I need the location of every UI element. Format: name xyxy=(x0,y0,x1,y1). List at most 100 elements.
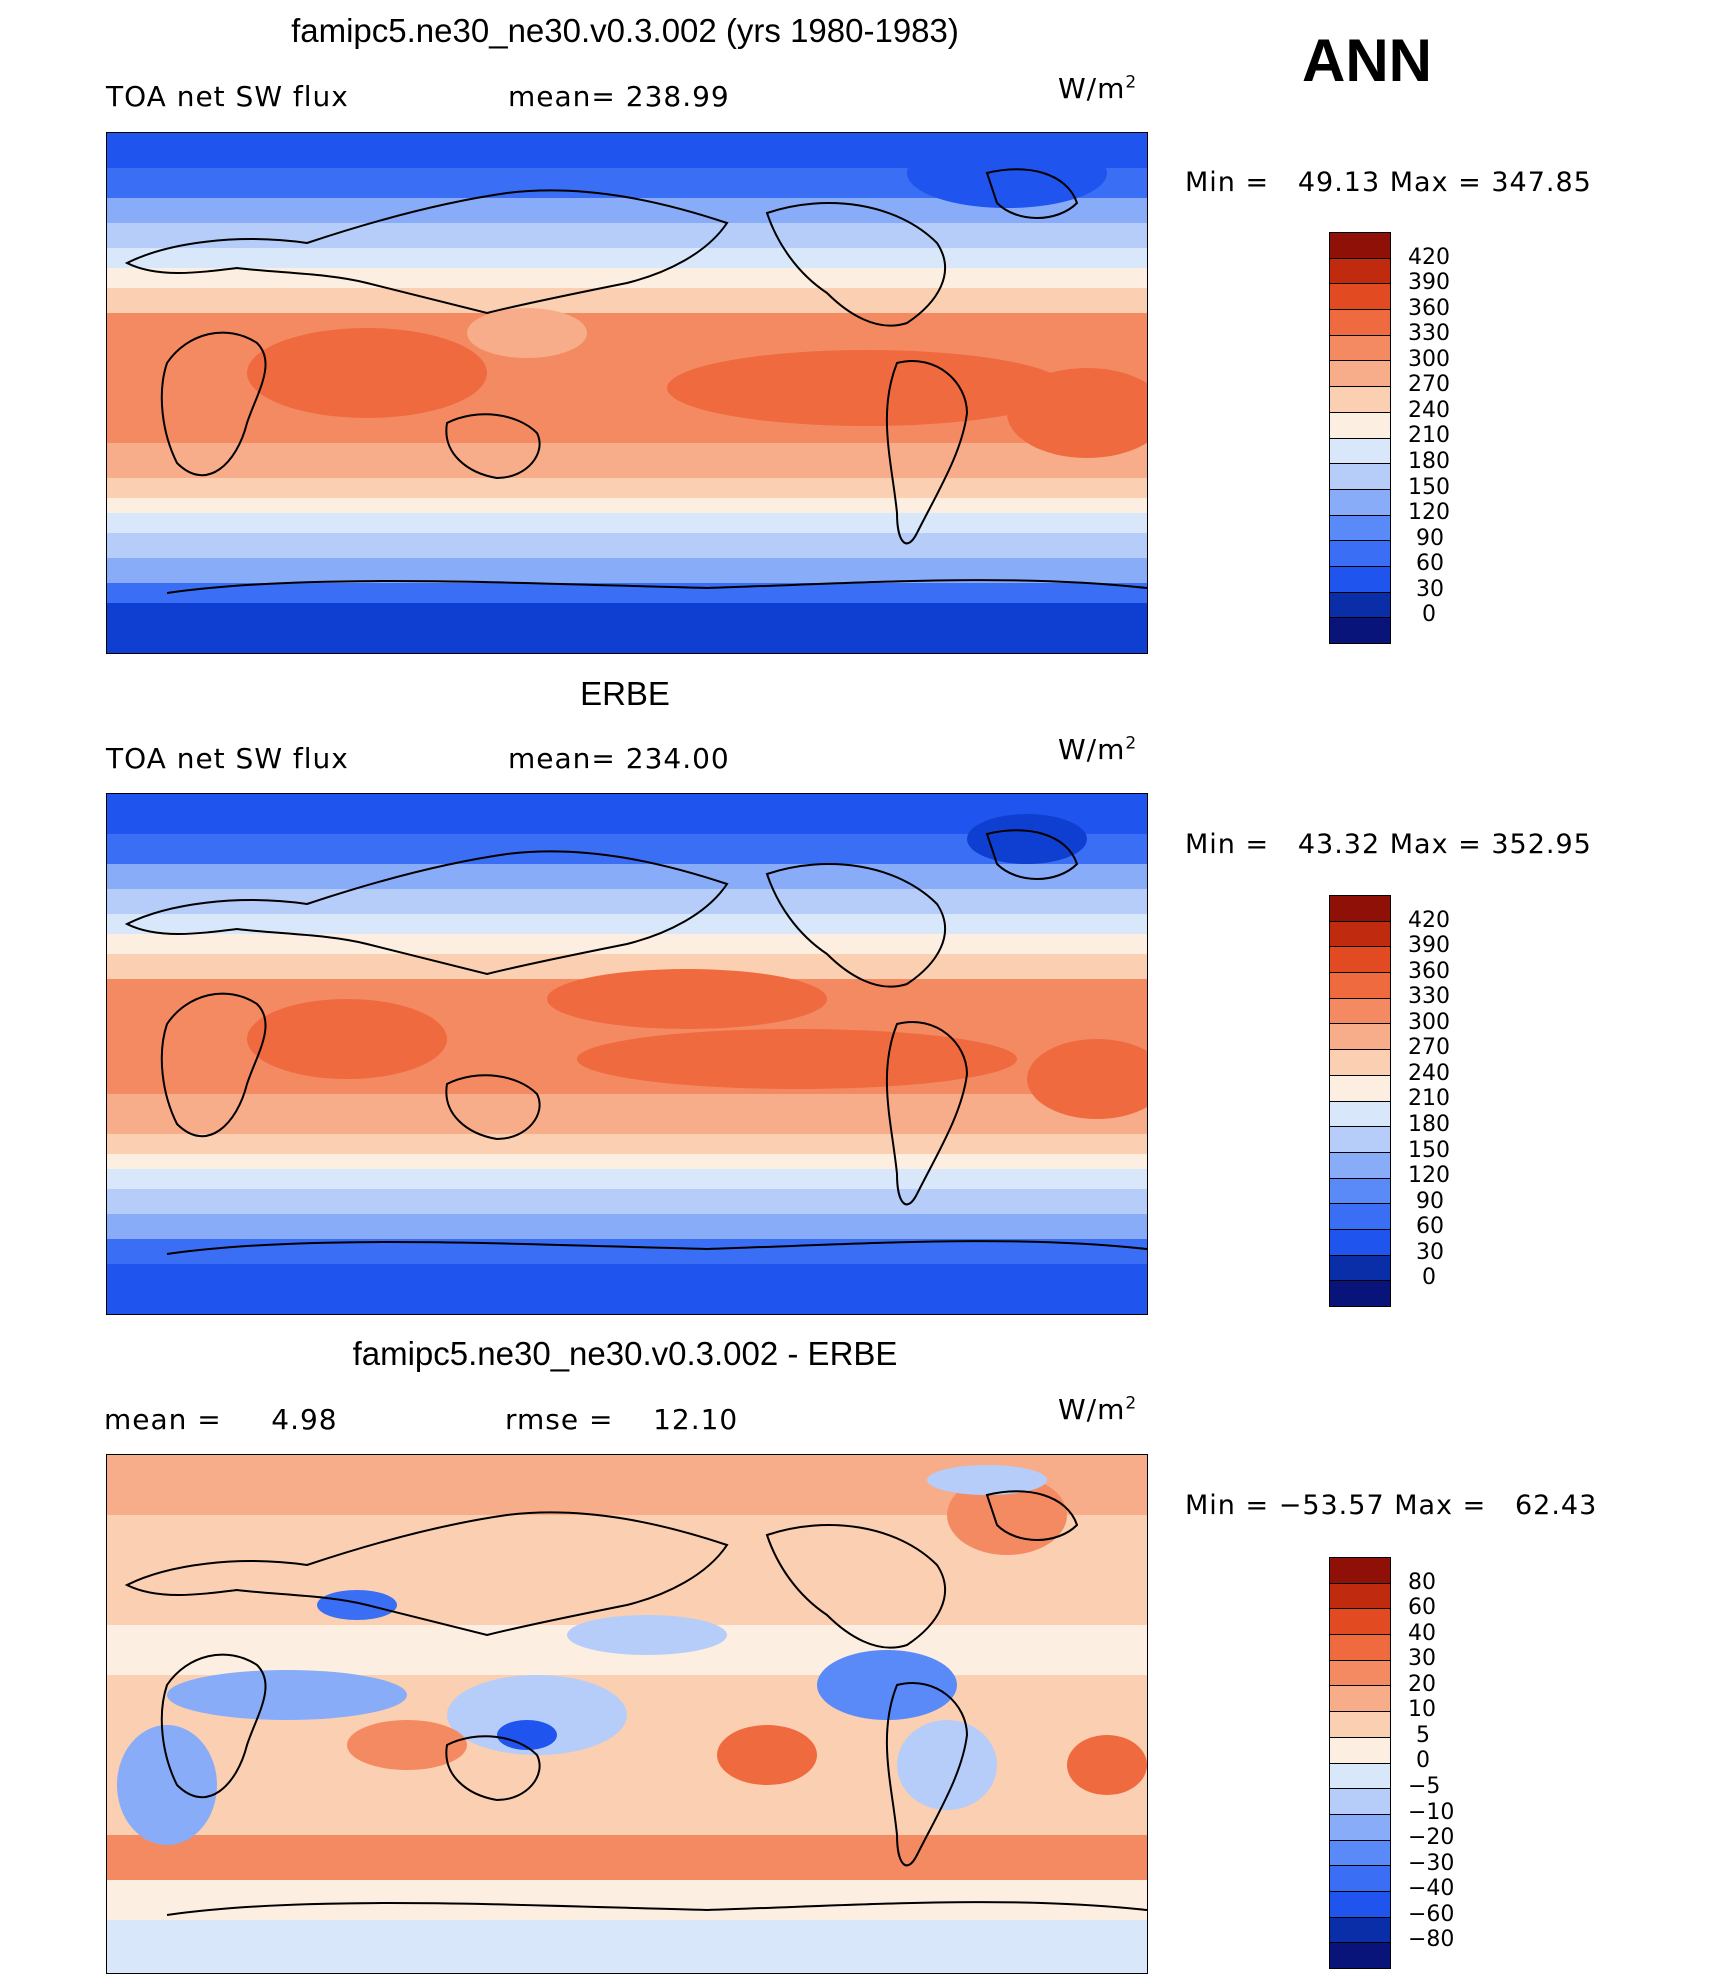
cbar-tick-label: 60 xyxy=(1408,1595,1436,1620)
cbar-tick-label: 0 xyxy=(1416,1748,1430,1773)
panel2-map xyxy=(106,793,1148,1315)
cbar1-swatch xyxy=(1330,284,1390,311)
panel3-map xyxy=(106,1454,1148,1974)
panel3-mean-label: mean = 4.98 xyxy=(104,1403,338,1436)
cbar2-swatch xyxy=(1330,1152,1390,1179)
cbar-tick-label: 210 xyxy=(1408,1086,1450,1111)
cbar-tick-label: 300 xyxy=(1408,347,1450,372)
cbar-tick-label: 20 xyxy=(1408,1672,1436,1697)
cbar-tick-label: 30 xyxy=(1416,1240,1444,1265)
cbar2-swatch xyxy=(1330,921,1390,948)
cbar-tick-label: 150 xyxy=(1408,475,1450,500)
cbar3-swatch xyxy=(1330,1660,1390,1687)
panel3-colorbar xyxy=(1329,1557,1391,1969)
cbar-tick-label: 0 xyxy=(1422,1265,1436,1290)
cbar3-swatch xyxy=(1330,1917,1390,1944)
cbar2-swatch xyxy=(1330,1075,1390,1102)
cbar3-swatch xyxy=(1330,1558,1390,1584)
units-exponent: 2 xyxy=(1125,733,1138,754)
cbar-tick-label: 120 xyxy=(1408,500,1450,525)
cbar1-swatch xyxy=(1330,258,1390,285)
cbar-tick-label: 330 xyxy=(1408,321,1450,346)
cbar-tick-label: 90 xyxy=(1416,526,1444,551)
cbar-tick-label: 90 xyxy=(1416,1189,1444,1214)
cbar-tick-label: 180 xyxy=(1408,449,1450,474)
panel3-units-label: W/m2 xyxy=(1058,1393,1137,1426)
cbar2-swatch xyxy=(1330,947,1390,974)
panel2-title: ERBE xyxy=(580,675,670,712)
cbar2-swatch xyxy=(1330,1229,1390,1256)
cbar1-swatch xyxy=(1330,618,1390,643)
cbar-tick-label: 270 xyxy=(1408,372,1450,397)
cbar-tick-label: 420 xyxy=(1408,245,1450,270)
panel3-minmax: Min = −53.57 Max = 62.43 xyxy=(1185,1490,1598,1521)
cbar3-swatch xyxy=(1330,1635,1390,1661)
cbar1-swatch xyxy=(1330,489,1390,516)
cbar3-swatch xyxy=(1330,1943,1390,1968)
panel1-units-label: W/m2 xyxy=(1058,72,1137,105)
cbar2-swatch xyxy=(1330,973,1390,999)
cbar3-swatch xyxy=(1330,1583,1390,1610)
panel2-minmax: Min = 43.32 Max = 352.95 xyxy=(1185,829,1592,860)
cbar1-swatch xyxy=(1330,464,1390,490)
panel3-map-svg xyxy=(107,1455,1147,1973)
panel1-map-svg xyxy=(107,133,1147,653)
panel2-colorbar xyxy=(1329,895,1391,1307)
cbar-tick-label: 390 xyxy=(1408,270,1450,295)
panel1-colorbar xyxy=(1329,232,1391,644)
cbar2-swatch xyxy=(1330,1127,1390,1153)
cbar3-swatch xyxy=(1330,1789,1390,1815)
cbar-tick-label: 360 xyxy=(1408,296,1450,321)
cbar2-swatch xyxy=(1330,1024,1390,1051)
units-text: W/m xyxy=(1058,733,1126,766)
panel2-map-svg xyxy=(107,794,1147,1314)
cbar1-swatch xyxy=(1330,592,1390,619)
cbar-tick-label: 10 xyxy=(1408,1697,1436,1722)
cbar3-swatch xyxy=(1330,1609,1390,1636)
cbar2-swatch xyxy=(1330,1178,1390,1205)
cbar-tick-label: 240 xyxy=(1408,1061,1450,1086)
panel3-title: famipc5.ne30_ne30.v0.3.002 - ERBE xyxy=(352,1335,898,1372)
cbar3-swatch xyxy=(1330,1712,1390,1738)
cbar-tick-label: 80 xyxy=(1408,1570,1436,1595)
cbar3-swatch xyxy=(1330,1763,1390,1790)
cbar3-swatch xyxy=(1330,1814,1390,1841)
panel3-rmse-label: rmse = 12.10 xyxy=(505,1403,739,1436)
cbar3-swatch xyxy=(1330,1737,1390,1764)
cbar2-swatch xyxy=(1330,896,1390,922)
cbar1-swatch xyxy=(1330,541,1390,567)
cbar3-swatch xyxy=(1330,1840,1390,1867)
panel2-variable-label: TOA net SW flux xyxy=(106,742,349,775)
cbar-tick-label: 0 xyxy=(1422,602,1436,627)
panel1-map xyxy=(106,132,1148,654)
cbar-tick-label: 30 xyxy=(1416,577,1444,602)
cbar-tick-label: 210 xyxy=(1408,423,1450,448)
cbar-tick-label: 330 xyxy=(1408,984,1450,1009)
units-exponent: 2 xyxy=(1125,72,1138,93)
panel2-mean-label: mean= 234.00 xyxy=(508,742,730,775)
cbar-tick-label: 360 xyxy=(1408,959,1450,984)
cbar3-swatch xyxy=(1330,1866,1390,1892)
cbar1-swatch xyxy=(1330,361,1390,388)
cbar-tick-label: −5 xyxy=(1408,1774,1441,1799)
cbar-tick-label: 390 xyxy=(1408,933,1450,958)
cbar-tick-label: −30 xyxy=(1408,1851,1455,1876)
cbar-tick-label: 270 xyxy=(1408,1035,1450,1060)
cbar2-swatch xyxy=(1330,998,1390,1025)
cbar-tick-label: 30 xyxy=(1408,1646,1436,1671)
panel1-mean-label: mean= 238.99 xyxy=(508,80,730,113)
cbar1-swatch xyxy=(1330,566,1390,593)
cbar1-swatch xyxy=(1330,387,1390,413)
cbar-tick-label: 300 xyxy=(1408,1010,1450,1035)
cbar2-swatch xyxy=(1330,1281,1390,1306)
cbar1-swatch xyxy=(1330,438,1390,465)
units-text: W/m xyxy=(1058,72,1126,105)
cbar2-swatch xyxy=(1330,1204,1390,1230)
cbar1-swatch xyxy=(1330,233,1390,259)
panel2-units-label: W/m2 xyxy=(1058,733,1137,766)
panel1-title: famipc5.ne30_ne30.v0.3.002 (yrs 1980-198… xyxy=(291,12,959,49)
cbar-tick-label: 40 xyxy=(1408,1621,1436,1646)
panel1-minmax: Min = 49.13 Max = 347.85 xyxy=(1185,167,1592,198)
cbar-tick-label: −40 xyxy=(1408,1876,1455,1901)
season-label: ANN xyxy=(1302,27,1432,94)
